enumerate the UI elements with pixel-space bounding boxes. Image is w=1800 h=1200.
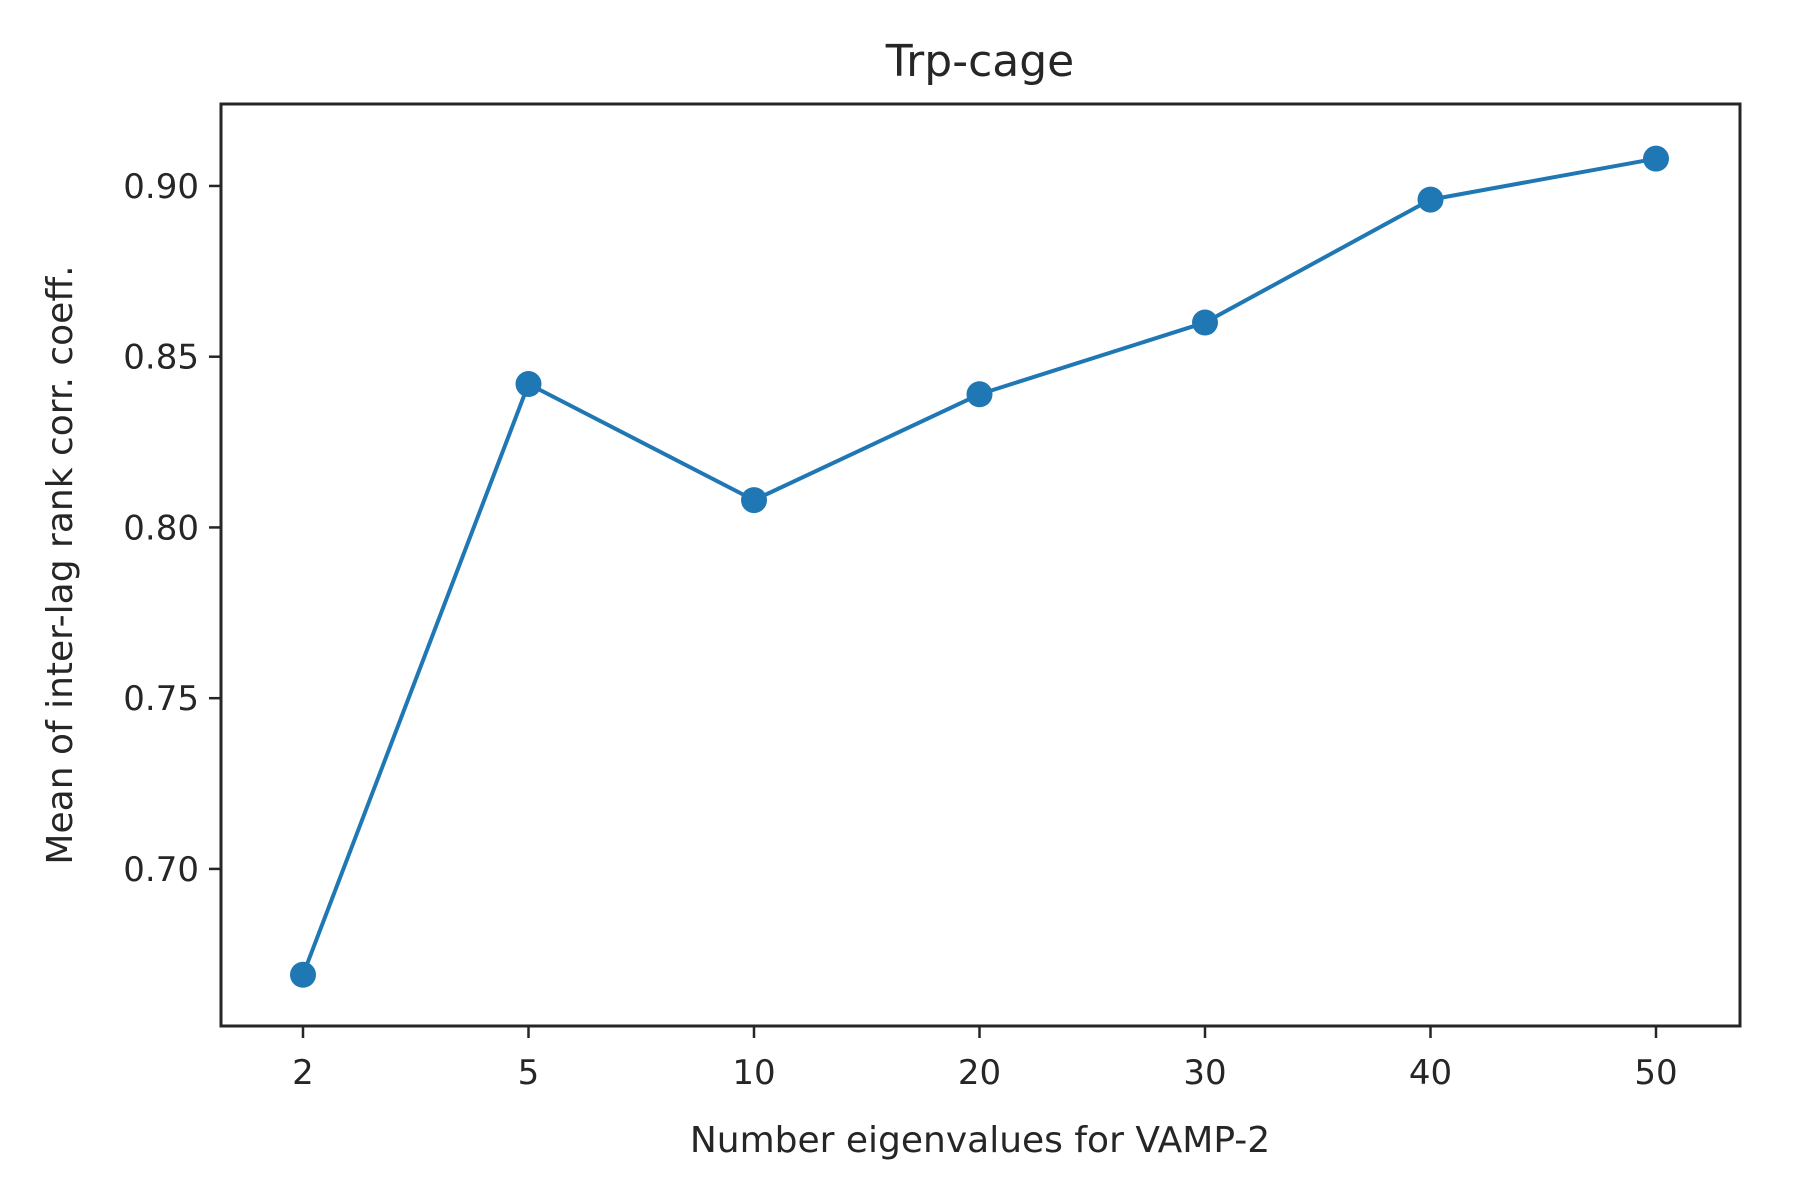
x-axis: 2 5 10 20 30 40 50 [292,1026,1678,1093]
y-axis-label: Mean of inter-lag rank corr. coeff. [40,265,81,864]
data-point [515,371,542,398]
y-tick-label: 0.75 [123,679,199,719]
x-tick-label: 50 [1634,1053,1677,1093]
x-tick-label: 40 [1409,1053,1452,1093]
y-tick-label: 0.70 [123,850,199,890]
data-point [290,961,316,988]
data-point [741,487,767,514]
series-line [301,156,1657,976]
x-tick-label: 5 [518,1053,540,1093]
chart-title: Trp-cage [885,36,1074,87]
y-tick-label: 0.90 [123,167,199,207]
x-axis-label: Number eigenvalues for VAMP-2 [690,1120,1270,1161]
data-point [1643,145,1669,172]
x-tick-label: 10 [732,1053,775,1093]
x-tick-label: 2 [292,1053,314,1093]
series-group [290,145,1669,988]
x-tick-label: 20 [958,1053,1001,1093]
y-tick-label: 0.80 [123,508,199,548]
plot-area-frame [219,102,1742,1028]
y-tick-label: 0.85 [123,338,199,378]
data-point [966,381,993,408]
x-tick-label: 30 [1183,1053,1226,1093]
data-point [1417,186,1444,213]
data-point [1192,309,1218,336]
y-axis: 0.70 0.75 0.80 0.85 0.90 [123,167,221,890]
